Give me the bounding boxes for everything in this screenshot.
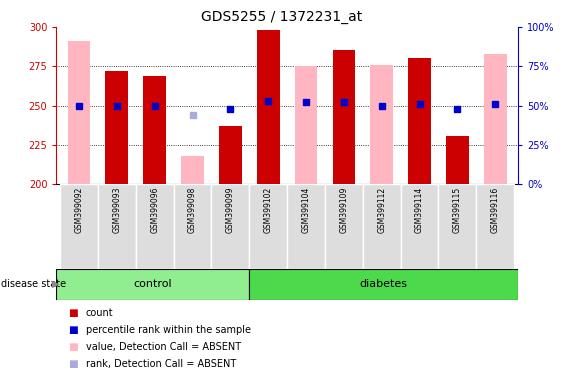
Text: GDS5255 / 1372231_at: GDS5255 / 1372231_at	[201, 10, 362, 23]
Text: ■: ■	[68, 359, 77, 369]
Bar	[325, 184, 363, 269]
Text: diabetes: diabetes	[360, 279, 408, 289]
Bar	[401, 184, 439, 269]
Text: control: control	[133, 279, 172, 289]
Bar	[136, 184, 173, 269]
Text: GSM399109: GSM399109	[339, 187, 348, 233]
Text: ■: ■	[68, 308, 77, 318]
Text: disease state: disease state	[1, 279, 66, 289]
Text: ■: ■	[68, 325, 77, 335]
Text: GSM399096: GSM399096	[150, 187, 159, 233]
Bar	[287, 184, 325, 269]
Text: GSM399104: GSM399104	[302, 187, 311, 233]
Text: GSM399116: GSM399116	[491, 187, 500, 233]
Bar	[294, 66, 318, 184]
Bar	[173, 184, 212, 269]
Text: ■: ■	[68, 342, 77, 352]
Bar	[144, 76, 166, 184]
Text: GSM399099: GSM399099	[226, 187, 235, 233]
Text: count: count	[86, 308, 113, 318]
Bar	[257, 30, 280, 184]
Bar	[439, 184, 476, 269]
Bar	[56, 269, 249, 300]
Bar	[249, 184, 287, 269]
Bar	[446, 136, 469, 184]
Text: GSM399112: GSM399112	[377, 187, 386, 233]
Text: ▶: ▶	[52, 279, 60, 289]
Bar	[249, 269, 518, 300]
Text: GSM399098: GSM399098	[188, 187, 197, 233]
Text: GSM399114: GSM399114	[415, 187, 424, 233]
Bar	[408, 58, 431, 184]
Bar	[219, 126, 242, 184]
Text: GSM399115: GSM399115	[453, 187, 462, 233]
Text: rank, Detection Call = ABSENT: rank, Detection Call = ABSENT	[86, 359, 236, 369]
Text: GSM399093: GSM399093	[113, 187, 122, 233]
Bar	[333, 50, 355, 184]
Bar	[181, 156, 204, 184]
Bar	[484, 54, 507, 184]
Bar	[68, 41, 90, 184]
Bar	[60, 184, 98, 269]
Bar	[212, 184, 249, 269]
Bar	[98, 184, 136, 269]
Bar	[476, 184, 514, 269]
Bar	[105, 71, 128, 184]
Bar	[363, 184, 401, 269]
Text: GSM399092: GSM399092	[74, 187, 83, 233]
Text: value, Detection Call = ABSENT: value, Detection Call = ABSENT	[86, 342, 241, 352]
Text: percentile rank within the sample: percentile rank within the sample	[86, 325, 251, 335]
Text: GSM399102: GSM399102	[263, 187, 272, 233]
Bar	[370, 65, 393, 184]
